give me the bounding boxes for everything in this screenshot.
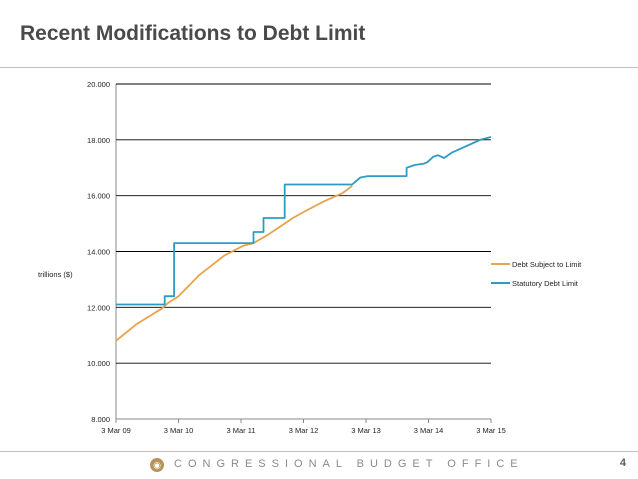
legend-label: Statutory Debt Limit bbox=[512, 279, 579, 288]
y-tick-label: 20.000 bbox=[87, 80, 110, 89]
footer-organization: CONGRESSIONAL BUDGET OFFICE bbox=[174, 458, 524, 470]
debt-limit-chart: 8.000 10.000 12.000 14.000 16.000 18.000 20.00… bbox=[38, 80, 582, 435]
x-tick-label: 3 Mar 10 bbox=[164, 426, 194, 435]
y-tick-label: 16.000 bbox=[87, 192, 110, 201]
x-tick-label: 3 Mar 13 bbox=[351, 426, 381, 435]
y-tick-label: 8.000 bbox=[91, 415, 110, 424]
x-tick-label: 3 Mar 11 bbox=[226, 426, 255, 435]
legend-label: Debt Subject to Limit bbox=[512, 260, 582, 269]
y-tick-label: 12.000 bbox=[87, 303, 110, 312]
x-tick-label: 3 Mar 09 bbox=[101, 426, 131, 435]
y-tick-label: 18.000 bbox=[87, 136, 110, 145]
debt-subject-to-limit-line bbox=[115, 185, 353, 342]
slide-title: Recent Modifications to Debt Limit bbox=[20, 22, 366, 45]
title-divider bbox=[0, 67, 638, 68]
y-tick-label: 14.000 bbox=[87, 248, 110, 257]
x-tick-label: 3 Mar 15 bbox=[476, 426, 506, 435]
y-axis-label: trillions ($) bbox=[38, 270, 73, 279]
page-number: 4 bbox=[619, 457, 626, 469]
statutory-debt-limit-line bbox=[116, 136, 492, 306]
y-tick-label: 10.000 bbox=[87, 359, 110, 368]
footer-divider bbox=[0, 451, 638, 452]
cbo-seal-icon: ◉ bbox=[150, 458, 164, 472]
x-tick-label: 3 Mar 12 bbox=[289, 426, 319, 435]
x-tick-label: 3 Mar 14 bbox=[414, 426, 444, 435]
